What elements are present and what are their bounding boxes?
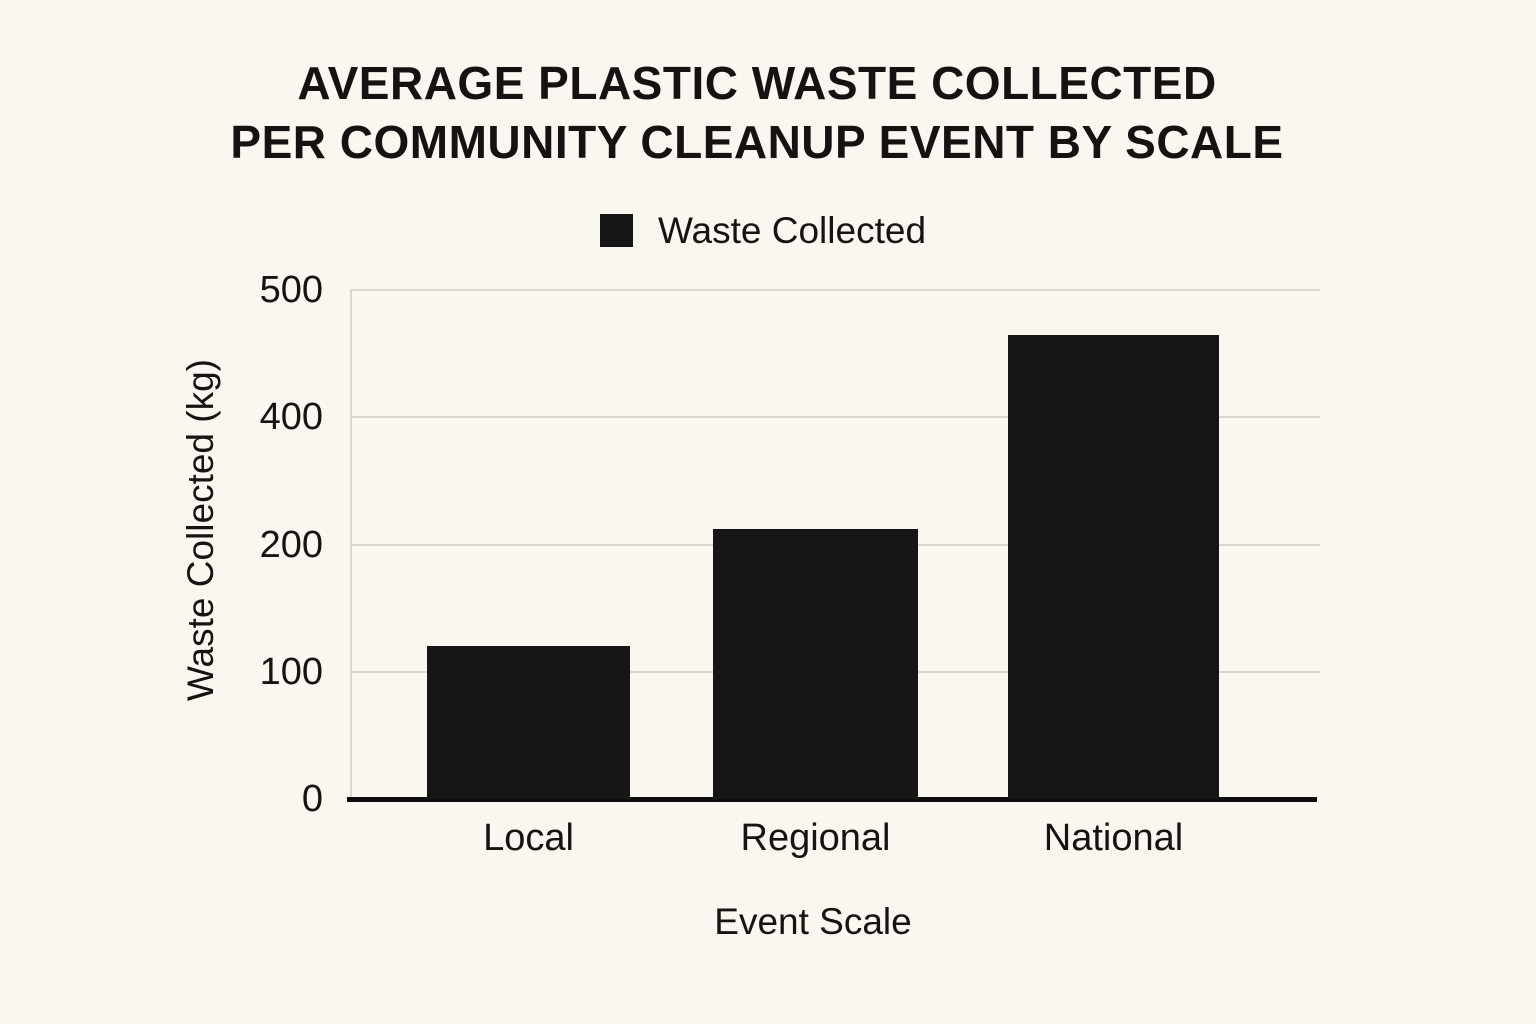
y-tick-label: 200 <box>259 523 323 566</box>
y-tick-label: 400 <box>259 396 323 439</box>
chart-title: AVERAGE PLASTIC WASTE COLLECTED PER COMM… <box>0 54 1514 172</box>
x-axis-line <box>347 797 1317 802</box>
legend-swatch-icon <box>600 214 633 247</box>
y-tick-label: 0 <box>301 778 323 820</box>
chart-title-line1: AVERAGE PLASTIC WASTE COLLECTED <box>297 57 1217 109</box>
legend: Waste Collected <box>600 210 927 251</box>
x-axis-title: Event Scale <box>714 901 912 942</box>
y-axis-line <box>350 290 352 799</box>
gridline <box>351 289 1320 291</box>
y-tick-label: 500 <box>259 269 323 311</box>
x-tick-label: Regional <box>740 817 891 859</box>
legend-label: Waste Collected <box>658 210 927 251</box>
bar-regional <box>713 529 918 799</box>
chart-title-line2: PER COMMUNITY CLEANUP EVENT BY SCALE <box>230 116 1284 168</box>
gridline <box>351 416 1320 419</box>
y-tick-label: 100 <box>259 650 323 693</box>
bar-national <box>1008 335 1219 799</box>
bar-local <box>427 646 630 799</box>
x-tick-label: National <box>1043 817 1184 859</box>
x-tick-label: Local <box>483 817 574 859</box>
